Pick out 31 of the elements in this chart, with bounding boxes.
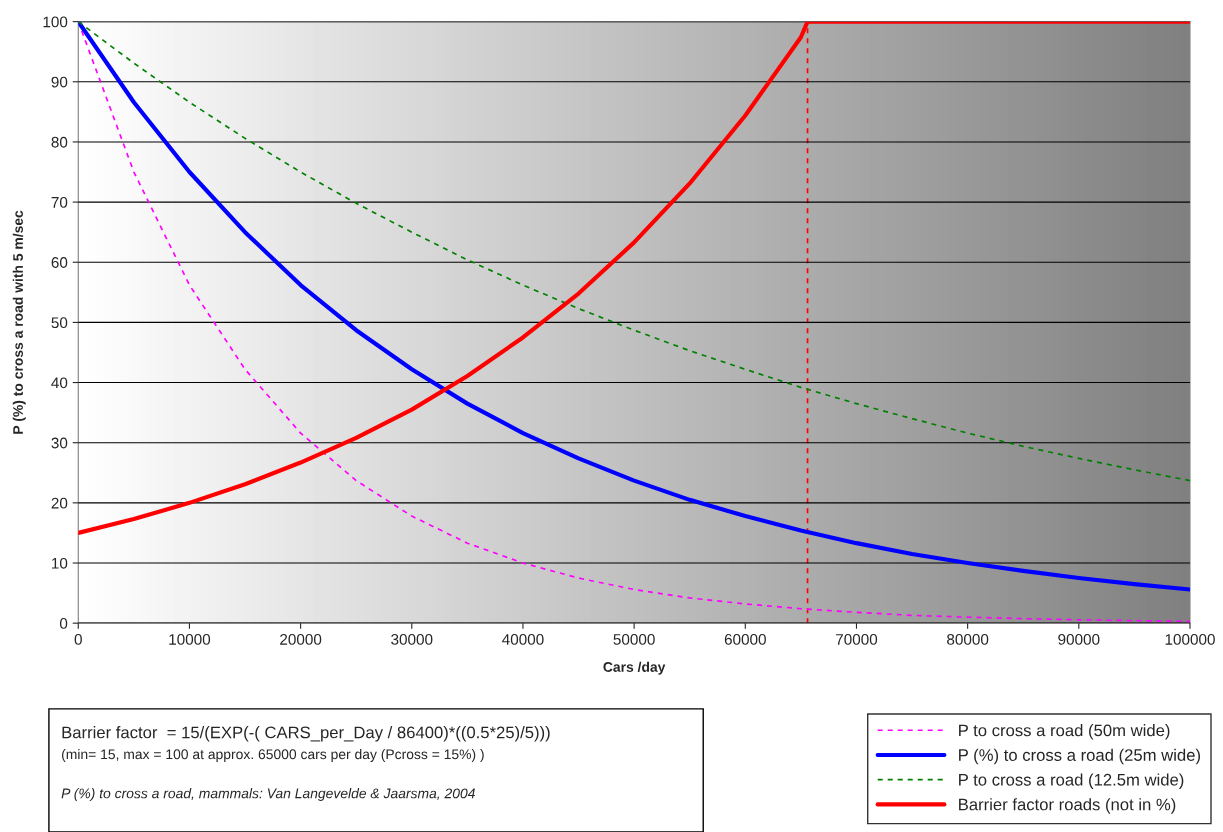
y-tick-label: 100 <box>43 16 68 28</box>
x-tick-label: 10000 <box>169 633 211 645</box>
x-tick-label: 70000 <box>836 633 878 645</box>
legend-label: P (%) to cross a road (25m wide) <box>959 748 1200 765</box>
x-tick-label: 80000 <box>947 633 989 645</box>
text: (min= 15, max = 100 at approx. 65000 cars per day (Pcross = 15%) ) <box>62 748 484 762</box>
y-tick-label: 70 <box>51 196 68 208</box>
y-axis-title: P (%) to cross a road with 5 m/sec <box>12 210 26 434</box>
y-tick-label: 30 <box>51 437 68 449</box>
x-tick-label: 60000 <box>724 633 766 645</box>
y-tick-label: 50 <box>51 317 68 329</box>
y-tick-label: 10 <box>52 557 68 569</box>
legend-label: P to cross a road (50m wide) <box>959 724 1170 740</box>
x-tick-label: 0 <box>74 633 82 645</box>
x-tick-label: 40000 <box>502 633 544 645</box>
legend-label: P to cross a road (12.5m wide) <box>959 773 1184 789</box>
x-axis-title: Cars /day <box>603 661 666 675</box>
text: Barrier factor = 15/(EXP(-( CARS_per_Day / 86400)*((0.5*25)/5))) <box>62 726 550 742</box>
y-tick-label: 20 <box>51 497 68 509</box>
y-tick-label: 90 <box>51 76 68 88</box>
x-tick-label: 30000 <box>391 633 433 645</box>
legend-label: Barrier factor roads (not in %) <box>959 798 1176 814</box>
x-tick-label: 100000 <box>1165 633 1215 645</box>
x-tick-label: 90000 <box>1058 633 1100 645</box>
y-tick-label: 0 <box>59 618 68 629</box>
x-tick-label: 50000 <box>613 633 655 645</box>
y-tick-label: 80 <box>51 136 68 148</box>
text: P (%) to cross a road, mammals: Van Langevelde & Jaarsma, 2004 <box>61 788 475 802</box>
x-tick-label: 20000 <box>280 633 322 645</box>
y-tick-label: 60 <box>51 257 68 268</box>
y-tick-label: 40 <box>51 377 68 389</box>
